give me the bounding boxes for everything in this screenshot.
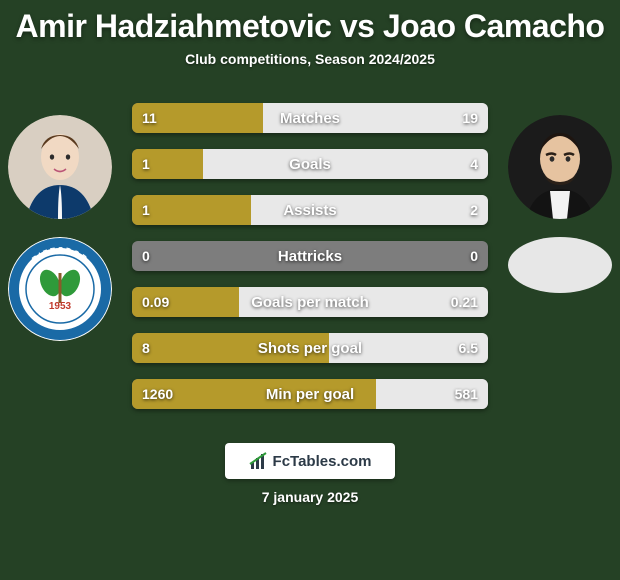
stat-label: Min per goal [132,379,488,409]
stat-row: 1260581Min per goal [132,379,488,409]
stats-panel: 1119Matches 14Goals 12Assists 00Hattricks 0.… [112,103,508,425]
player1-club-badge: 1953 RIZESPOR [8,237,112,341]
stat-label: Assists [132,195,488,225]
player1-avatar [8,115,112,219]
right-column [508,103,612,293]
footer-brand-badge: FcTables.com [225,443,395,479]
svg-text:1953: 1953 [49,301,72,312]
stat-row: 12Assists [132,195,488,225]
player2-avatar [508,115,612,219]
stat-row: 0.090.21Goals per match [132,287,488,317]
stat-row: 1119Matches [132,103,488,133]
footer-date: 7 january 2025 [0,489,620,505]
stat-label: Goals per match [132,287,488,317]
stat-label: Goals [132,149,488,179]
stat-row: 00Hattricks [132,241,488,271]
player2-club-blank [508,237,612,293]
stat-label: Matches [132,103,488,133]
player1-name: Amir Hadziahmetovic [16,8,332,44]
player2-name: Joao Camacho [383,8,605,44]
chart-icon [249,451,269,471]
footer-brand-text: FcTables.com [273,453,372,470]
subtitle: Club competitions, Season 2024/2025 [0,51,620,67]
page-title: Amir Hadziahmetovic vs Joao Camacho [0,0,620,51]
stat-row: 86.5Shots per goal [132,333,488,363]
stat-row: 14Goals [132,149,488,179]
stat-label: Hattricks [132,241,488,271]
left-column: 1953 RIZESPOR [8,103,112,341]
stat-label: Shots per goal [132,333,488,363]
title-vs: vs [340,8,375,44]
